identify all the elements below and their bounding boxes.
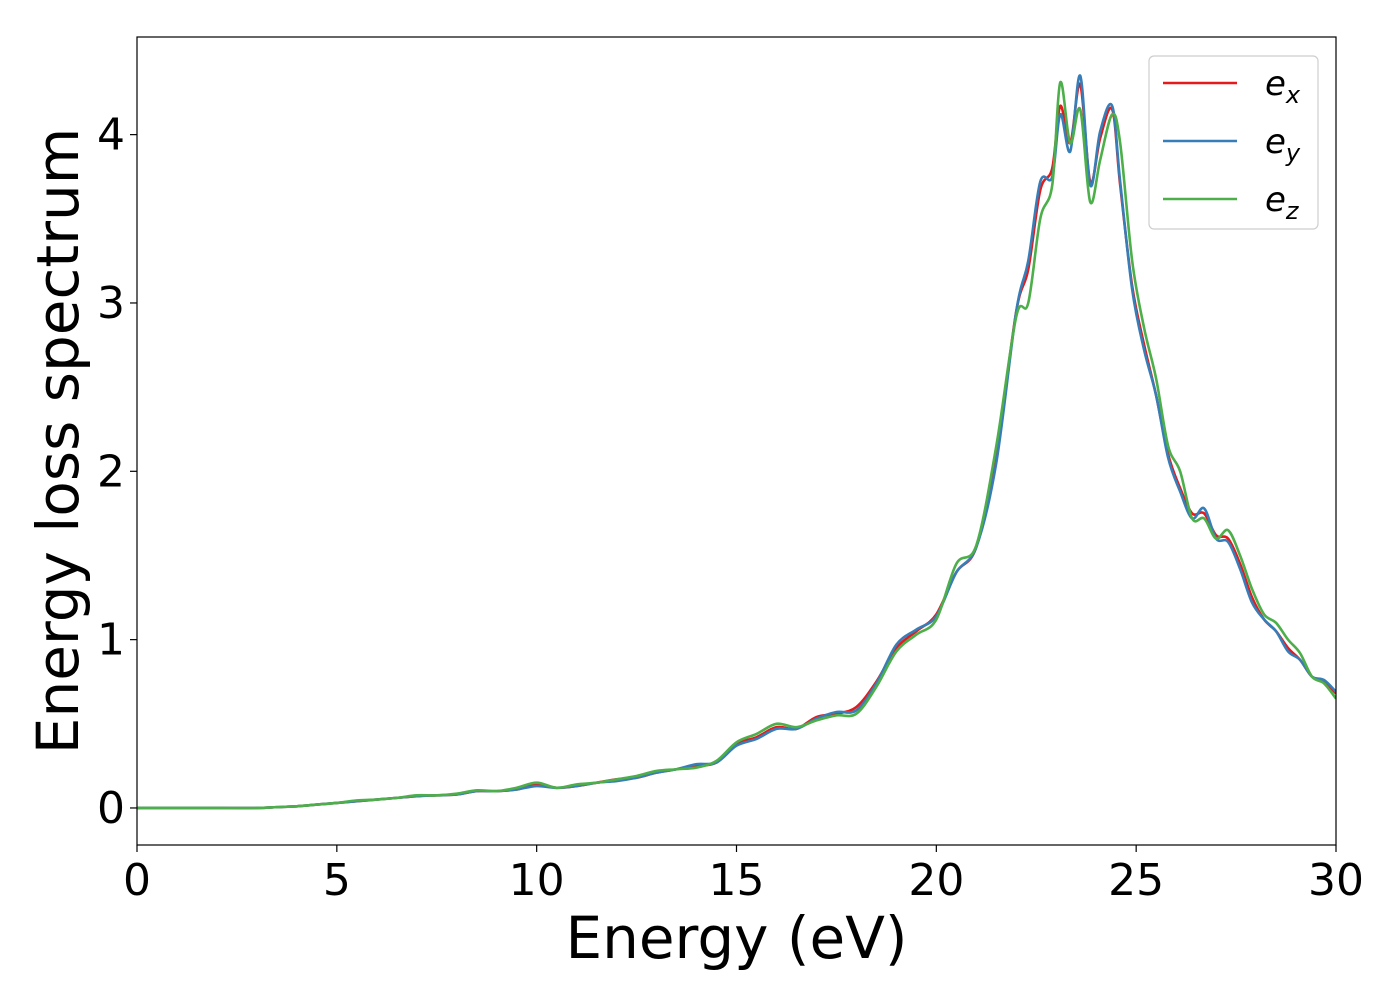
y-axis-ticks: 0 1 2 3 4 bbox=[97, 110, 137, 834]
series-line-ez bbox=[137, 81, 1336, 810]
x-tick-label: 0 bbox=[123, 855, 151, 906]
y-tick-label: 2 bbox=[97, 446, 125, 497]
x-tick-label: 5 bbox=[323, 855, 351, 906]
y-tick-label: 4 bbox=[97, 110, 125, 161]
x-tick-label: 20 bbox=[908, 855, 964, 906]
legend-label-ey: ey bbox=[1265, 122, 1301, 167]
legend-label-ez: ez bbox=[1265, 180, 1300, 225]
x-tick-label: 30 bbox=[1308, 855, 1364, 906]
x-tick-label: 10 bbox=[509, 855, 565, 906]
series-lines bbox=[137, 74, 1336, 810]
x-tick-label: 25 bbox=[1108, 855, 1164, 906]
y-tick-label: 1 bbox=[97, 615, 125, 666]
y-axis-title: Energy loss spectrum bbox=[24, 128, 92, 754]
x-tick-label: 15 bbox=[709, 855, 765, 906]
legend-label-ex: ex bbox=[1265, 64, 1301, 109]
y-tick-label: 3 bbox=[97, 278, 125, 329]
legend: ex ey ez bbox=[1148, 55, 1319, 230]
legend-box bbox=[1148, 55, 1319, 230]
y-tick-label: 0 bbox=[97, 783, 125, 834]
x-axis-ticks: 0 5 10 15 20 25 30 bbox=[123, 845, 1364, 906]
x-axis-title: Energy (eV) bbox=[565, 904, 907, 972]
